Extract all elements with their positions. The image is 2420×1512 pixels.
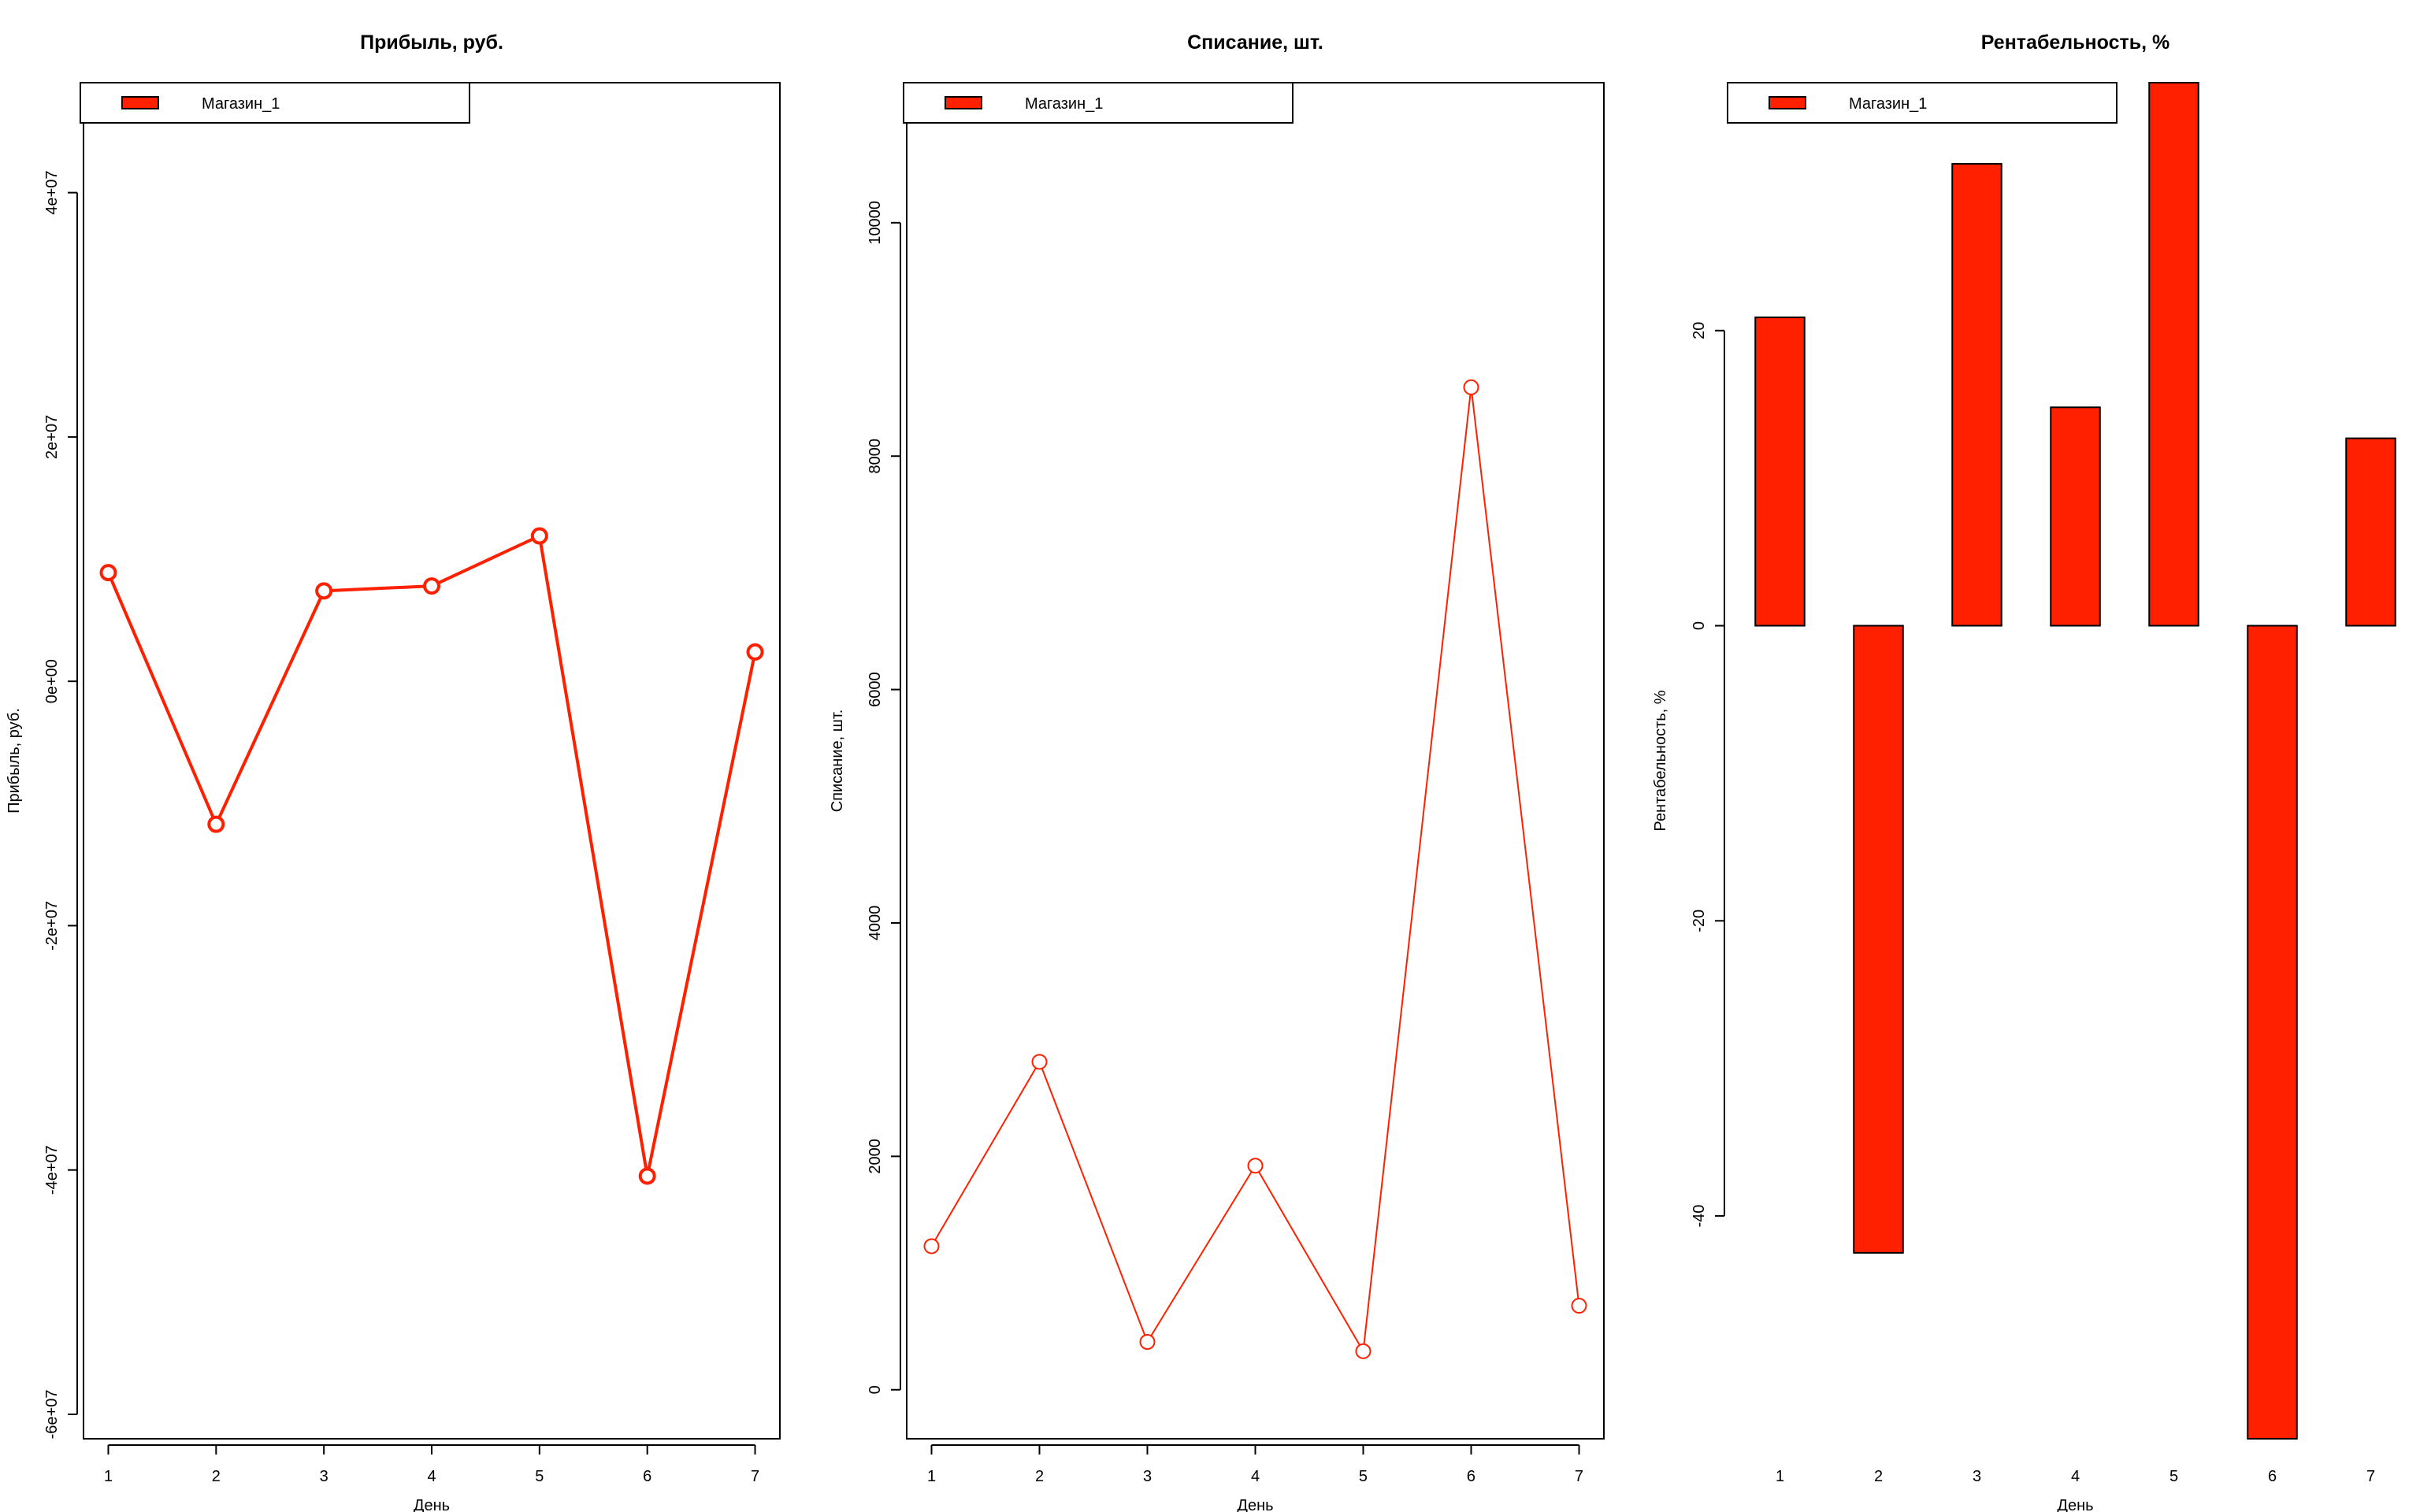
chart-title: Рентабельность, %: [1981, 32, 2169, 54]
data-point: [1571, 1298, 1587, 1314]
data-point: [1463, 379, 1479, 395]
chart-title: Прибыль, руб.: [360, 32, 503, 54]
x-tick-label: 3: [1973, 1468, 1981, 1485]
data-point: [423, 577, 440, 595]
y-tick-label: -2e+07: [43, 901, 61, 951]
x-axis-title: День: [414, 1497, 450, 1512]
y-tick-label: 2000: [867, 1139, 884, 1174]
plot-frame: [906, 82, 1605, 1440]
y-tick-label: -40: [1691, 1205, 1708, 1228]
x-tick-label: 7: [2366, 1468, 2375, 1485]
chart-panel-2: Списание, шт. День Списание, шт. 0 2000 4000 6…: [829, 32, 1605, 1512]
y-axis-title: Рентабельность, %: [1652, 690, 1669, 831]
chart-panel-3: Рентабельность, % День Рентабельность, % -4…: [1652, 32, 2396, 1512]
x-axis-title: День: [1237, 1497, 1273, 1512]
data-point: [1139, 1334, 1156, 1350]
data-point: [923, 1238, 940, 1254]
x-tick-label: 3: [1143, 1468, 1152, 1485]
x-tick-label: 7: [751, 1468, 759, 1485]
bar: [1951, 163, 2002, 627]
data-point: [207, 815, 225, 833]
chart-title: Списание, шт.: [1187, 32, 1323, 54]
y-tick-label: 6000: [867, 672, 884, 707]
x-tick-label: 6: [1467, 1468, 1475, 1485]
data-point: [530, 527, 548, 545]
bar: [1754, 316, 1806, 627]
series-line: [930, 386, 1580, 1352]
x-tick-label: 6: [2268, 1468, 2277, 1485]
x-tick-label: 5: [2169, 1468, 2178, 1485]
legend-swatch: [1769, 96, 1806, 109]
y-tick-label: 10000: [867, 201, 884, 245]
bar: [2050, 406, 2101, 627]
legend: Магазин_1: [903, 82, 1294, 124]
x-tick-label: 2: [1874, 1468, 1883, 1485]
y-axis-title: Прибыль, руб.: [6, 708, 23, 813]
y-tick-label: 0: [867, 1385, 884, 1394]
x-tick-label: 4: [427, 1468, 436, 1485]
bar: [2247, 624, 2298, 1440]
legend: Магазин_1: [1727, 82, 2118, 124]
y-tick-label: 0: [1691, 621, 1708, 630]
series-line: [106, 534, 757, 1178]
x-tick-label: 5: [1359, 1468, 1368, 1485]
x-tick-label: 1: [927, 1468, 936, 1485]
y-tick-label: -4e+07: [43, 1145, 61, 1195]
legend-swatch: [945, 96, 982, 109]
data-point: [638, 1167, 656, 1185]
legend-entry: Магазин_1: [1849, 95, 1927, 113]
bar: [2345, 437, 2396, 627]
x-tick-label: 4: [1251, 1468, 1260, 1485]
data-point: [1355, 1343, 1371, 1359]
x-tick-label: 1: [104, 1468, 113, 1485]
x-tick-label: 6: [643, 1468, 651, 1485]
y-tick-label: 4000: [867, 906, 884, 941]
y-tick-label: -6e+07: [43, 1390, 61, 1440]
y-tick-label: 20: [1691, 322, 1708, 339]
data-point: [1031, 1054, 1048, 1070]
x-tick-label: 2: [212, 1468, 221, 1485]
x-tick-label: 4: [2071, 1468, 2080, 1485]
data-point: [1247, 1158, 1264, 1174]
legend-entry: Магазин_1: [202, 95, 280, 113]
bar: [2148, 82, 2199, 627]
y-tick-label: 4e+07: [43, 171, 61, 215]
y-axis-title: Списание, шт.: [829, 710, 846, 813]
bar: [1853, 624, 1904, 1254]
data-point: [315, 582, 333, 600]
data-point: [746, 643, 764, 661]
x-tick-label: 5: [535, 1468, 544, 1485]
chart-panel-1: Прибыль, руб. День Прибыль, руб. -6e+07 -4e+…: [6, 32, 781, 1512]
data-point: [99, 564, 117, 582]
y-tick-label: 8000: [867, 439, 884, 474]
y-tick-label: -20: [1691, 910, 1708, 932]
legend-swatch: [121, 96, 159, 109]
x-tick-label: 1: [1776, 1468, 1784, 1485]
y-tick-label: 2e+07: [43, 415, 61, 459]
x-tick-label: 3: [320, 1468, 328, 1485]
x-tick-label: 2: [1035, 1468, 1044, 1485]
y-tick-label: 0e+00: [43, 659, 61, 703]
x-axis-title: День: [2057, 1497, 2093, 1512]
legend-entry: Магазин_1: [1025, 95, 1103, 113]
legend: Магазин_1: [80, 82, 470, 124]
x-tick-label: 7: [1575, 1468, 1583, 1485]
